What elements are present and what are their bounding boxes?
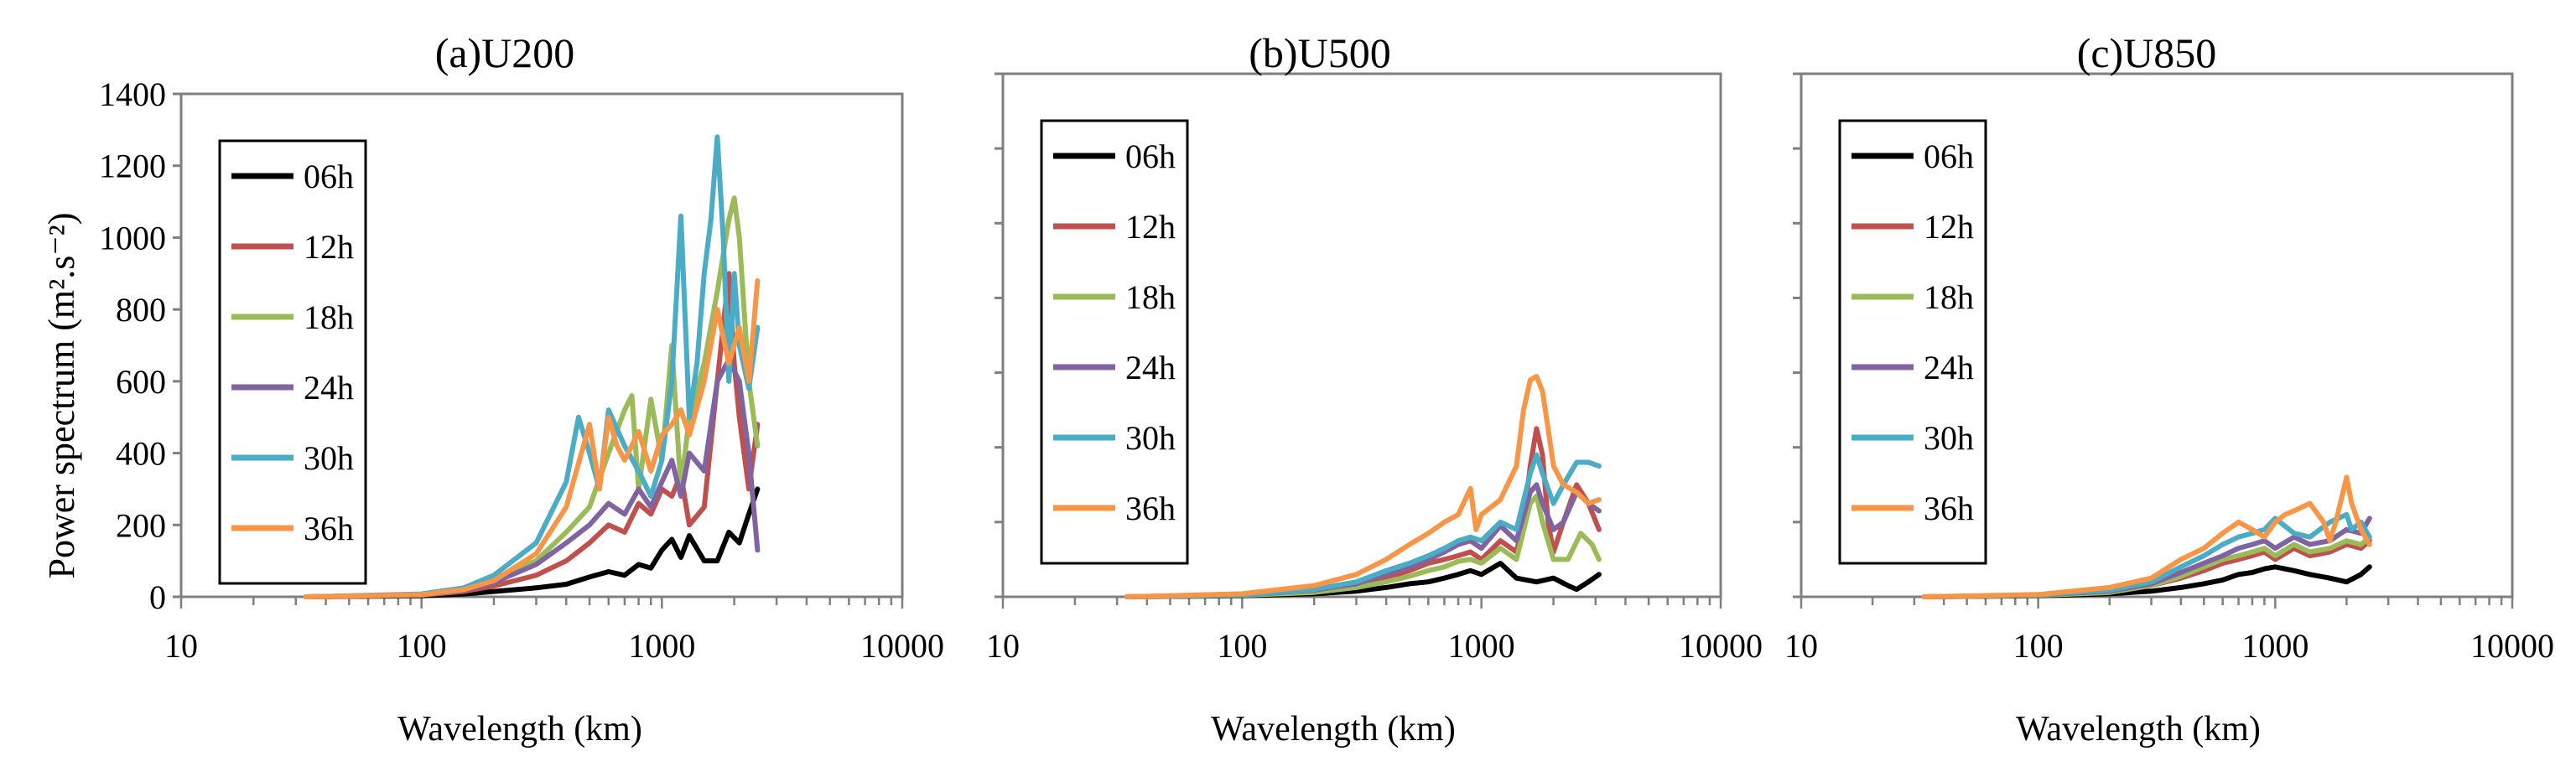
legend-box (1838, 119, 1987, 565)
panel-0: 0 200 400 600 800 1000 1200 1400 10 100 1000 10000 0… (99, 75, 944, 665)
panel-b-title: (b)U500 (1249, 29, 1391, 76)
panel-a-x-axis-label: Wavelength (km) (397, 710, 642, 749)
y-tick-label: 800 (116, 291, 166, 329)
y-tick-label: 600 (116, 363, 166, 401)
x-tick-label: 10000 (2470, 627, 2554, 665)
x-tick-label: 1000 (1448, 627, 1515, 665)
x-tick-label: 100 (2013, 627, 2064, 665)
legend-label-30h: 30h (304, 439, 354, 477)
legend-label-18h: 18h (1924, 278, 1974, 316)
series-line-36h (303, 277, 761, 599)
legend-label-36h: 36h (304, 510, 354, 547)
series-line-06h (303, 486, 761, 599)
series-line-06h (1921, 564, 2372, 599)
x-tick-label: 1000 (2241, 627, 2309, 665)
series-line-18h (1921, 534, 2372, 599)
y-tick-label: 1000 (99, 219, 166, 256)
series-line-36h (1921, 474, 2372, 599)
panel-a-title: (a)U200 (434, 29, 575, 76)
y-tick-label: 200 (116, 506, 166, 544)
panel-c-x-axis-label: Wavelength (km) (2016, 710, 2261, 749)
plot-area-frame (1001, 72, 1722, 598)
series-line-30h (1124, 452, 1602, 599)
legend-label-24h: 24h (304, 369, 354, 407)
panel-1: 10 100 1000 10000 06h 12h 18h 24h 30h 36h (986, 72, 1763, 665)
legend-label-12h: 12h (304, 228, 354, 266)
legend-box (218, 139, 367, 585)
x-tick-label: 10 (164, 627, 198, 665)
series-line-06h (1124, 560, 1602, 599)
y-tick-label: 1400 (99, 75, 166, 113)
legend-label-18h: 18h (304, 298, 354, 336)
legend-label-18h: 18h (1125, 278, 1176, 316)
y-tick-label: 400 (116, 435, 166, 473)
series-line-30h (1921, 511, 2372, 599)
legend-label-12h: 12h (1924, 208, 1974, 246)
plot-area-frame (179, 92, 904, 598)
legend-label-06h: 06h (1125, 137, 1176, 175)
plot-area-frame (1800, 72, 2514, 598)
x-tick-label: 10 (1784, 627, 1818, 665)
series-line-18h (1124, 493, 1602, 599)
x-tick-label: 10000 (860, 627, 944, 665)
series-line-18h (303, 195, 761, 599)
x-tick-label: 100 (1217, 627, 1267, 665)
x-tick-label: 10 (986, 627, 1020, 665)
series-line-36h (1124, 374, 1602, 599)
legend-label-30h: 30h (1924, 419, 1974, 457)
legend-label-12h: 12h (1125, 208, 1176, 246)
series-line-24h (303, 357, 761, 599)
x-tick-label: 1000 (628, 627, 695, 665)
y-axis-title: Power spectrum (m².s⁻²) (41, 212, 82, 579)
series-line-30h (303, 134, 761, 599)
legend-label-36h: 36h (1924, 490, 1974, 527)
y-tick-label: 0 (149, 578, 166, 616)
y-tick-label: 1200 (99, 148, 166, 185)
x-tick-label: 10000 (1679, 627, 1763, 665)
legend-label-36h: 36h (1125, 490, 1176, 527)
series-line-12h (1124, 426, 1602, 599)
x-tick-label: 100 (397, 627, 447, 665)
legend-label-30h: 30h (1125, 419, 1176, 457)
legend-label-06h: 06h (304, 158, 354, 195)
legend-label-06h: 06h (1924, 137, 1974, 175)
panel-2: 10 100 1000 10000 06h 12h 18h 24h 30h 36h (1784, 72, 2554, 665)
legend-label-24h: 24h (1125, 349, 1176, 386)
legend-label-24h: 24h (1924, 349, 1974, 386)
panel-b-x-axis-label: Wavelength (km) (1211, 710, 1456, 749)
panel-c-title: (c)U850 (2076, 29, 2217, 76)
legend-box (1040, 119, 1189, 565)
